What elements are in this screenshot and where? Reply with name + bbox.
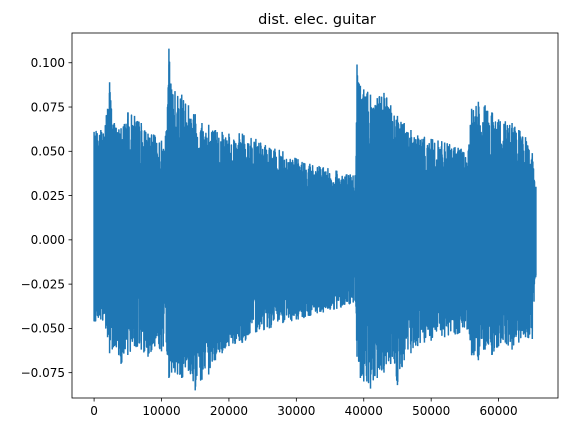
- plot-border: [71, 32, 559, 399]
- x-tick-label: 50000: [412, 404, 450, 418]
- x-tick-label: 30000: [277, 404, 315, 418]
- y-tick-label: 0.025: [31, 189, 65, 203]
- y-tick-label: −0.075: [21, 366, 65, 380]
- chart-title: dist. elec. guitar: [258, 12, 376, 28]
- axes-frame: [71, 32, 559, 399]
- y-axis: −0.075 −0.050 −0.025 0.000 0.025 0.050 0.075 0.…: [21, 56, 72, 380]
- x-tick-label: 20000: [210, 404, 248, 418]
- waveform-line: [93, 48, 537, 391]
- x-tick-label: 0: [90, 404, 98, 418]
- waveform-series: [93, 48, 537, 391]
- y-tick-label: 0.050: [31, 145, 65, 159]
- x-axis: 0 10000 20000 30000 40000 50000 60000: [90, 398, 518, 418]
- y-tick-label: −0.025: [21, 277, 65, 291]
- y-tick-label: 0.075: [31, 100, 65, 114]
- y-tick-label: 0.000: [31, 233, 65, 247]
- x-tick-label: 60000: [479, 404, 517, 418]
- x-tick-label: 40000: [345, 404, 383, 418]
- y-tick-label: −0.050: [21, 322, 65, 336]
- y-tick-label: 0.100: [31, 56, 65, 70]
- x-tick-label: 10000: [142, 404, 180, 418]
